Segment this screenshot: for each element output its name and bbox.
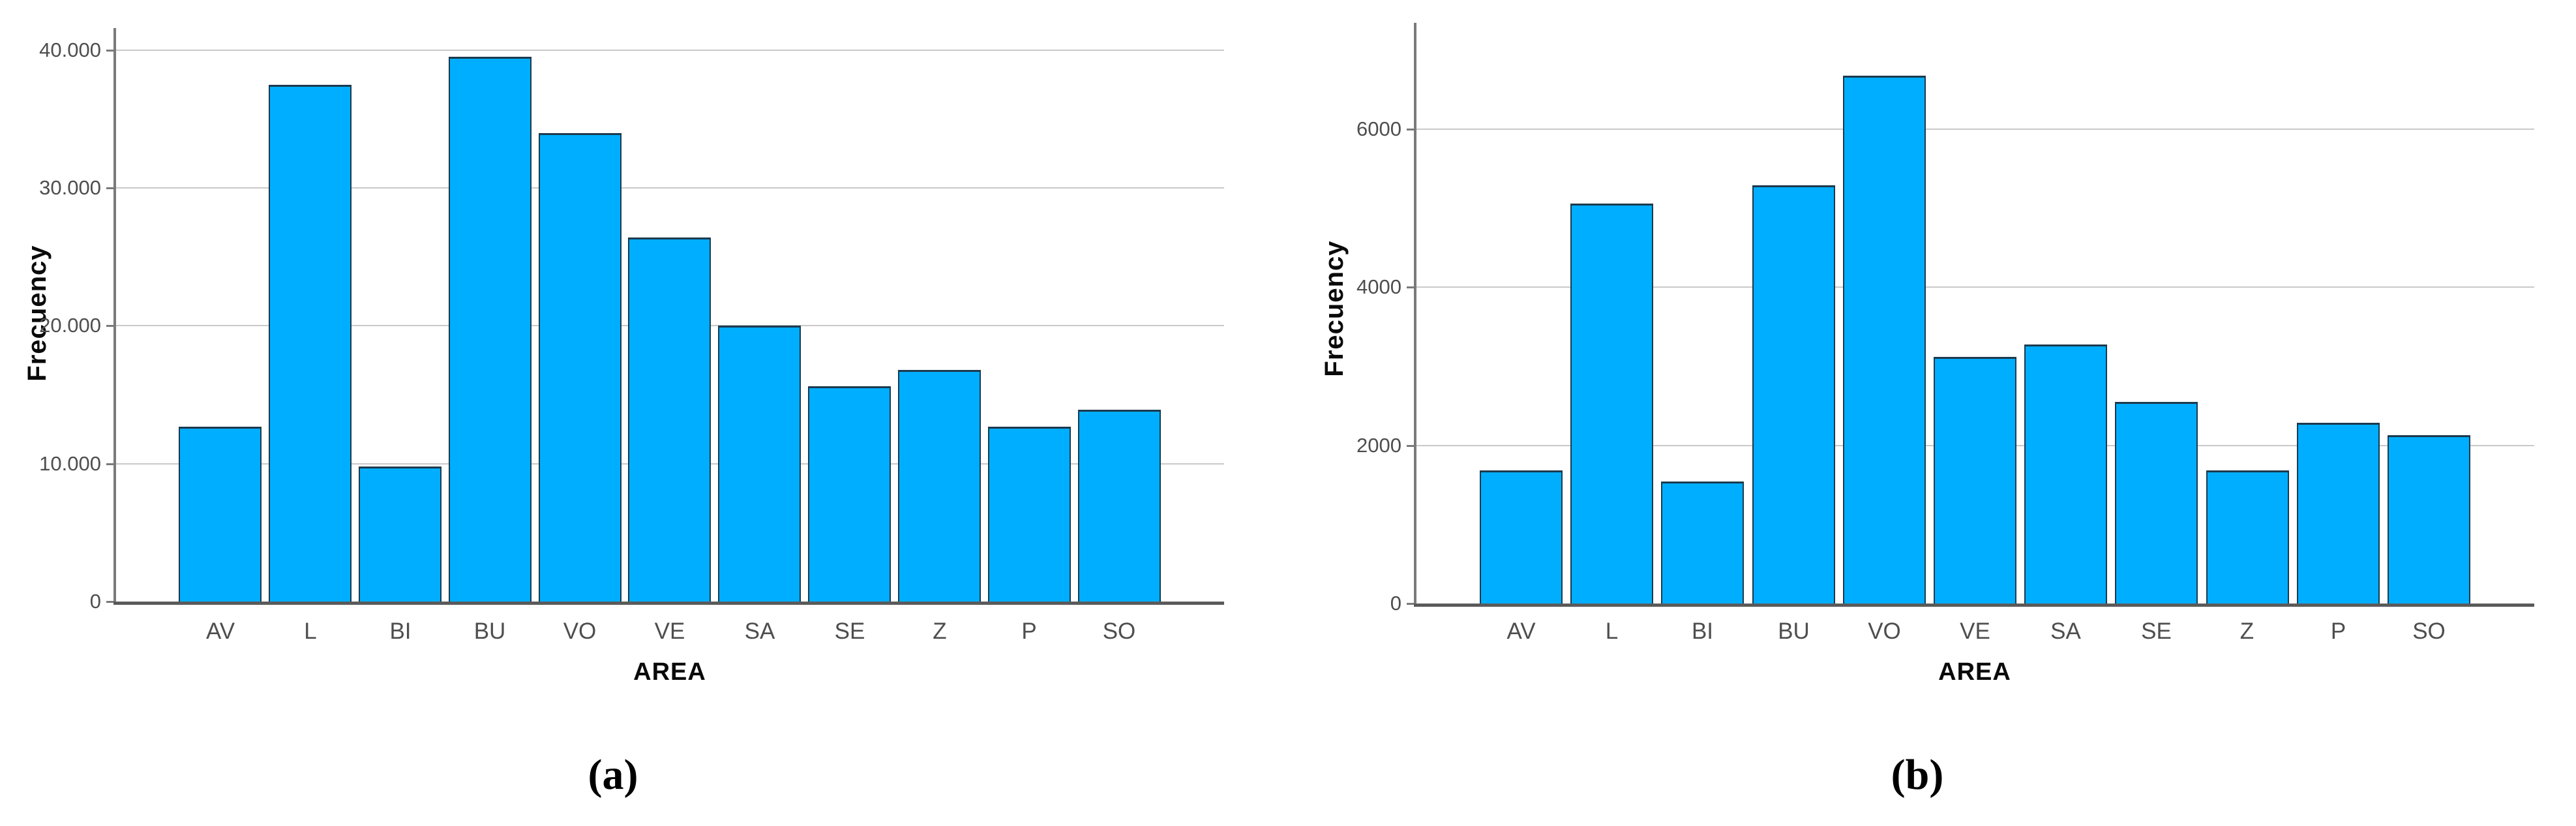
x-axis-line	[113, 602, 1224, 605]
y-tick	[1407, 603, 1416, 605]
y-tick-label: 2000	[1356, 434, 1401, 457]
x-category-label-L: L	[1605, 619, 1619, 644]
bar-Z	[2206, 470, 2289, 605]
x-category-label-BI: BI	[1691, 619, 1714, 644]
x-category-label-P: P	[1021, 619, 1037, 644]
x-category-label-BU: BU	[473, 619, 506, 644]
y-tick	[106, 601, 115, 603]
y-tick-label: 4000	[1356, 275, 1401, 298]
bar-SA	[2024, 344, 2107, 605]
x-axis-title-a: AREA	[633, 658, 706, 686]
bar-BI	[359, 467, 442, 603]
y-axis-line	[113, 28, 116, 604]
gridline	[1416, 286, 2534, 288]
x-axis-title-b: AREA	[1938, 658, 2011, 686]
y-tick-label: 0	[1390, 592, 1401, 615]
gridline	[1416, 129, 2534, 130]
y-tick-label: 0	[89, 590, 101, 613]
y-tick	[1407, 129, 1416, 130]
x-category-label-VO: VO	[563, 619, 597, 644]
x-category-label-AV: AV	[1506, 619, 1536, 644]
bar-BI	[1661, 482, 1744, 605]
x-axis-line	[1414, 604, 2534, 607]
bar-SA	[718, 326, 801, 603]
x-category-label-SO: SO	[2412, 619, 2446, 644]
x-category-label-L: L	[304, 619, 317, 644]
bar-L	[1570, 204, 1653, 605]
y-axis-title-b: Frecuency	[1320, 240, 1349, 377]
caption-b: (b)	[1891, 751, 1944, 799]
bar-VO	[539, 133, 622, 603]
y-tick-label: 40.000	[39, 38, 101, 61]
y-tick	[106, 50, 115, 52]
y-tick	[106, 325, 115, 327]
x-category-label-SA: SA	[2050, 619, 2081, 644]
bar-P	[2297, 423, 2380, 605]
bar-L	[269, 85, 352, 603]
y-tick-label: 6000	[1356, 117, 1401, 140]
y-tick-label: 30.000	[39, 176, 101, 199]
gridline	[115, 187, 1224, 189]
y-axis-line	[1414, 23, 1416, 606]
bar-SE	[808, 386, 891, 603]
y-tick	[1407, 286, 1416, 288]
bar-VO	[1843, 76, 1926, 605]
bar-AV	[179, 427, 262, 603]
y-tick	[106, 187, 115, 189]
x-category-label-BU: BU	[1778, 619, 1810, 644]
y-tick	[106, 463, 115, 465]
bar-SO	[2388, 435, 2470, 605]
x-category-label-SO: SO	[1102, 619, 1136, 644]
x-category-label-AV: AV	[205, 619, 235, 644]
bar-P	[988, 427, 1071, 603]
bar-Z	[898, 370, 981, 603]
x-category-label-VE: VE	[654, 619, 685, 644]
x-category-label-Z: Z	[933, 619, 947, 644]
bar-VE	[1934, 357, 2016, 605]
bar-SE	[2115, 402, 2198, 605]
bar-BU	[1752, 185, 1835, 605]
gridline	[115, 50, 1224, 51]
x-category-label-VO: VO	[1868, 619, 1901, 644]
caption-a: (a)	[588, 751, 638, 799]
bar-SO	[1078, 410, 1161, 603]
x-category-label-SE: SE	[834, 619, 865, 644]
y-tick-label: 20.000	[39, 314, 101, 337]
x-category-label-P: P	[2330, 619, 2346, 644]
x-category-label-BI: BI	[389, 619, 412, 644]
bar-VE	[628, 237, 711, 603]
bar-BU	[449, 57, 532, 603]
bar-AV	[1480, 470, 1563, 605]
x-category-label-SE: SE	[2141, 619, 2172, 644]
x-category-label-SA: SA	[744, 619, 775, 644]
y-tick	[1407, 445, 1416, 447]
x-category-label-Z: Z	[2239, 619, 2254, 644]
x-category-label-VE: VE	[1960, 619, 1990, 644]
y-tick-label: 10.000	[39, 452, 101, 475]
